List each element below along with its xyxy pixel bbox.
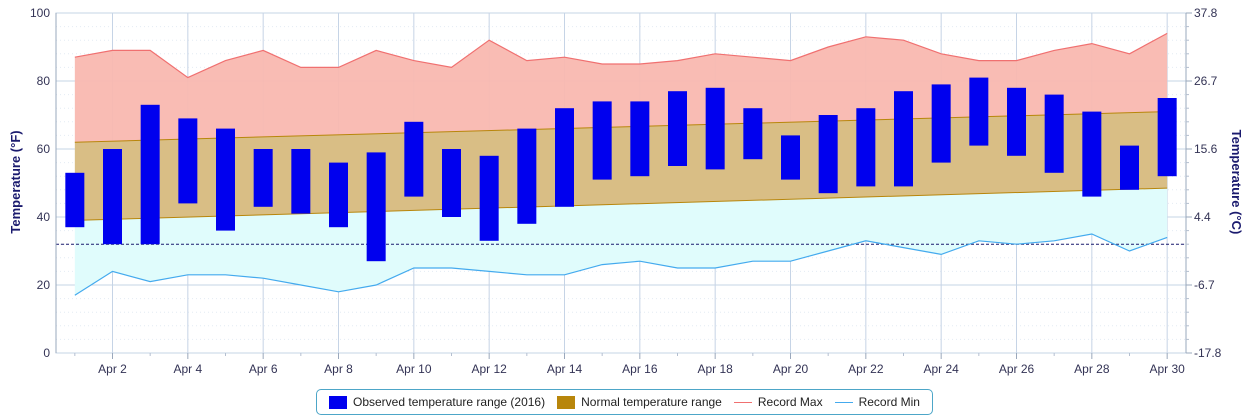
observed-bar [856, 108, 876, 187]
observed-bar [253, 149, 273, 207]
legend-swatch-record-min [834, 401, 853, 403]
normal-low-line [74, 187, 1168, 221]
legend-item-record-min[interactable]: Record Min [834, 395, 920, 409]
x-tick-label: Apr 20 [773, 362, 809, 376]
legend-label-observed: Observed temperature range (2016) [353, 395, 546, 409]
y-tick-label-right: 15.6 [1194, 142, 1218, 156]
observed-bar [329, 162, 348, 228]
y-tick-label-right: -17.8 [1194, 346, 1222, 360]
record-max-line [74, 32, 1168, 79]
record-min-line [74, 233, 1168, 296]
x-tick-label: Apr 22 [848, 362, 884, 376]
legend-label-record-min: Record Min [858, 395, 920, 409]
observed-bar [1007, 87, 1026, 156]
legend-swatch-normal [557, 395, 576, 409]
y-axis-title-right: Temperature (°C) [1229, 130, 1244, 235]
x-tick-label: Apr 18 [697, 362, 733, 376]
y-tick-label-left: 40 [37, 210, 51, 224]
observed-bar [894, 91, 913, 187]
observed-bar [140, 104, 160, 245]
observed-bar [781, 135, 800, 180]
observed-bar [630, 101, 650, 177]
x-tick-label: Apr 10 [396, 362, 432, 376]
x-tick-label: Apr 28 [1074, 362, 1110, 376]
x-tick-label: Apr 2 [98, 362, 127, 376]
observed-bar [1120, 145, 1139, 190]
temperature-chart: 0 -17.8 20 -6.7 40 4.4 60 15.6 80 26.7 100 37.8 Apr … [8, 6, 1244, 376]
y-tick-label-right: -6.7 [1194, 278, 1215, 292]
legend-swatch-observed [329, 395, 347, 409]
observed-bar [969, 77, 989, 146]
observed-bar [555, 108, 574, 207]
legend: Observed temperature range (2016) Normal… [316, 389, 933, 415]
observed-bar [743, 108, 763, 160]
y-tick-label-left: 60 [37, 142, 51, 156]
observed-bar [818, 115, 838, 194]
legend-item-observed[interactable]: Observed temperature range (2016) [329, 395, 545, 409]
observed-bar [668, 91, 687, 166]
observed-bar [517, 128, 537, 224]
observed-bar [103, 149, 122, 245]
observed-bar [216, 128, 235, 231]
y-tick-label-right: 4.4 [1194, 210, 1211, 224]
observed-bar [479, 155, 499, 241]
y-tick-label-left: 80 [37, 74, 51, 88]
observed-bar [1044, 94, 1064, 173]
y-tick-label-left: 20 [37, 278, 51, 292]
legend-item-normal[interactable]: Normal temperature range [557, 395, 722, 409]
y-tick-label-left: 0 [43, 346, 50, 360]
observed-bar [442, 149, 461, 217]
x-tick-label: Apr 30 [1149, 362, 1185, 376]
observed-bar [404, 121, 424, 197]
x-tick-label: Apr 4 [173, 362, 202, 376]
observed-bars [65, 77, 1177, 262]
y-axis-title-left: Temperature (°F) [8, 130, 23, 233]
y-tick-label-left: 100 [30, 6, 50, 20]
x-tick-label: Apr 16 [622, 362, 658, 376]
x-tick-label: Apr 24 [923, 362, 959, 376]
legend-item-record-max[interactable]: Record Max [733, 395, 823, 409]
legend-label-normal: Normal temperature range [581, 395, 722, 409]
axes: 0 -17.8 20 -6.7 40 4.4 60 15.6 80 26.7 100 37.8 Apr … [30, 6, 1222, 376]
x-tick-label: Apr 14 [547, 362, 583, 376]
y-tick-label-right: 37.8 [1194, 6, 1218, 20]
x-tick-label: Apr 6 [249, 362, 278, 376]
legend-swatch-record-max [733, 401, 752, 403]
observed-bar [931, 84, 951, 163]
record-lines [74, 32, 1168, 296]
observed-bar [1157, 98, 1177, 177]
observed-bar [291, 149, 311, 214]
x-tick-label: Apr 26 [999, 362, 1035, 376]
observed-bar [592, 101, 612, 180]
observed-bar [178, 118, 198, 204]
observed-bar [366, 152, 386, 262]
x-tick-label: Apr 12 [471, 362, 507, 376]
x-tick-label: Apr 8 [324, 362, 353, 376]
observed-bar [705, 87, 725, 170]
observed-bar [65, 172, 85, 228]
legend-label-record-max: Record Max [757, 395, 823, 409]
observed-bar [1082, 111, 1102, 197]
y-tick-label-right: 26.7 [1194, 74, 1218, 88]
